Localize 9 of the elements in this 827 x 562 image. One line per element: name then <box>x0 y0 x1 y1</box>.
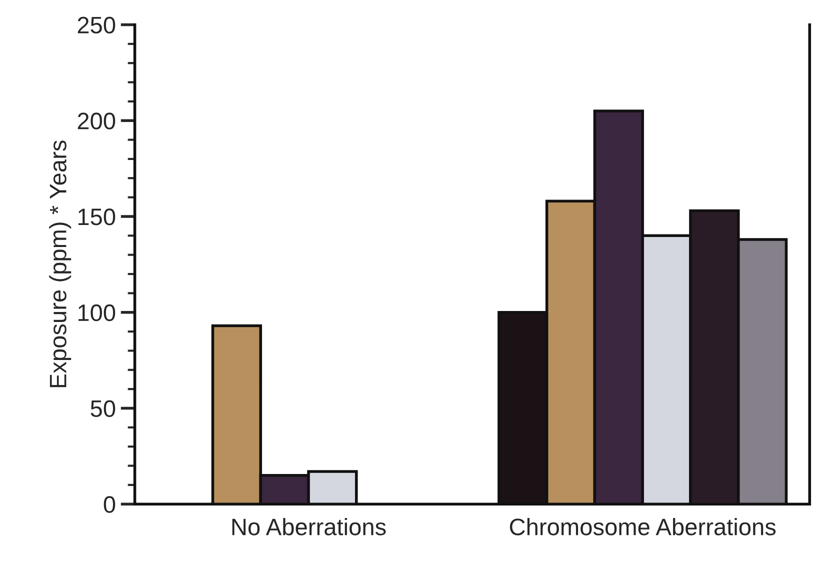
x-tick-label: Chromosome Aberrations <box>510 518 776 536</box>
y-tick-label: 150 <box>78 208 116 226</box>
x-tick-label: No Aberrations <box>232 518 386 536</box>
y-tick-label: 250 <box>78 16 116 34</box>
y-tick-label: 50 <box>90 400 116 418</box>
y-tick-label: 200 <box>78 112 116 130</box>
y-tick-label: 0 <box>104 496 116 513</box>
y-axis-title: Exposure (ppm) * Years <box>49 140 72 388</box>
y-tick-label: 100 <box>78 304 116 322</box>
